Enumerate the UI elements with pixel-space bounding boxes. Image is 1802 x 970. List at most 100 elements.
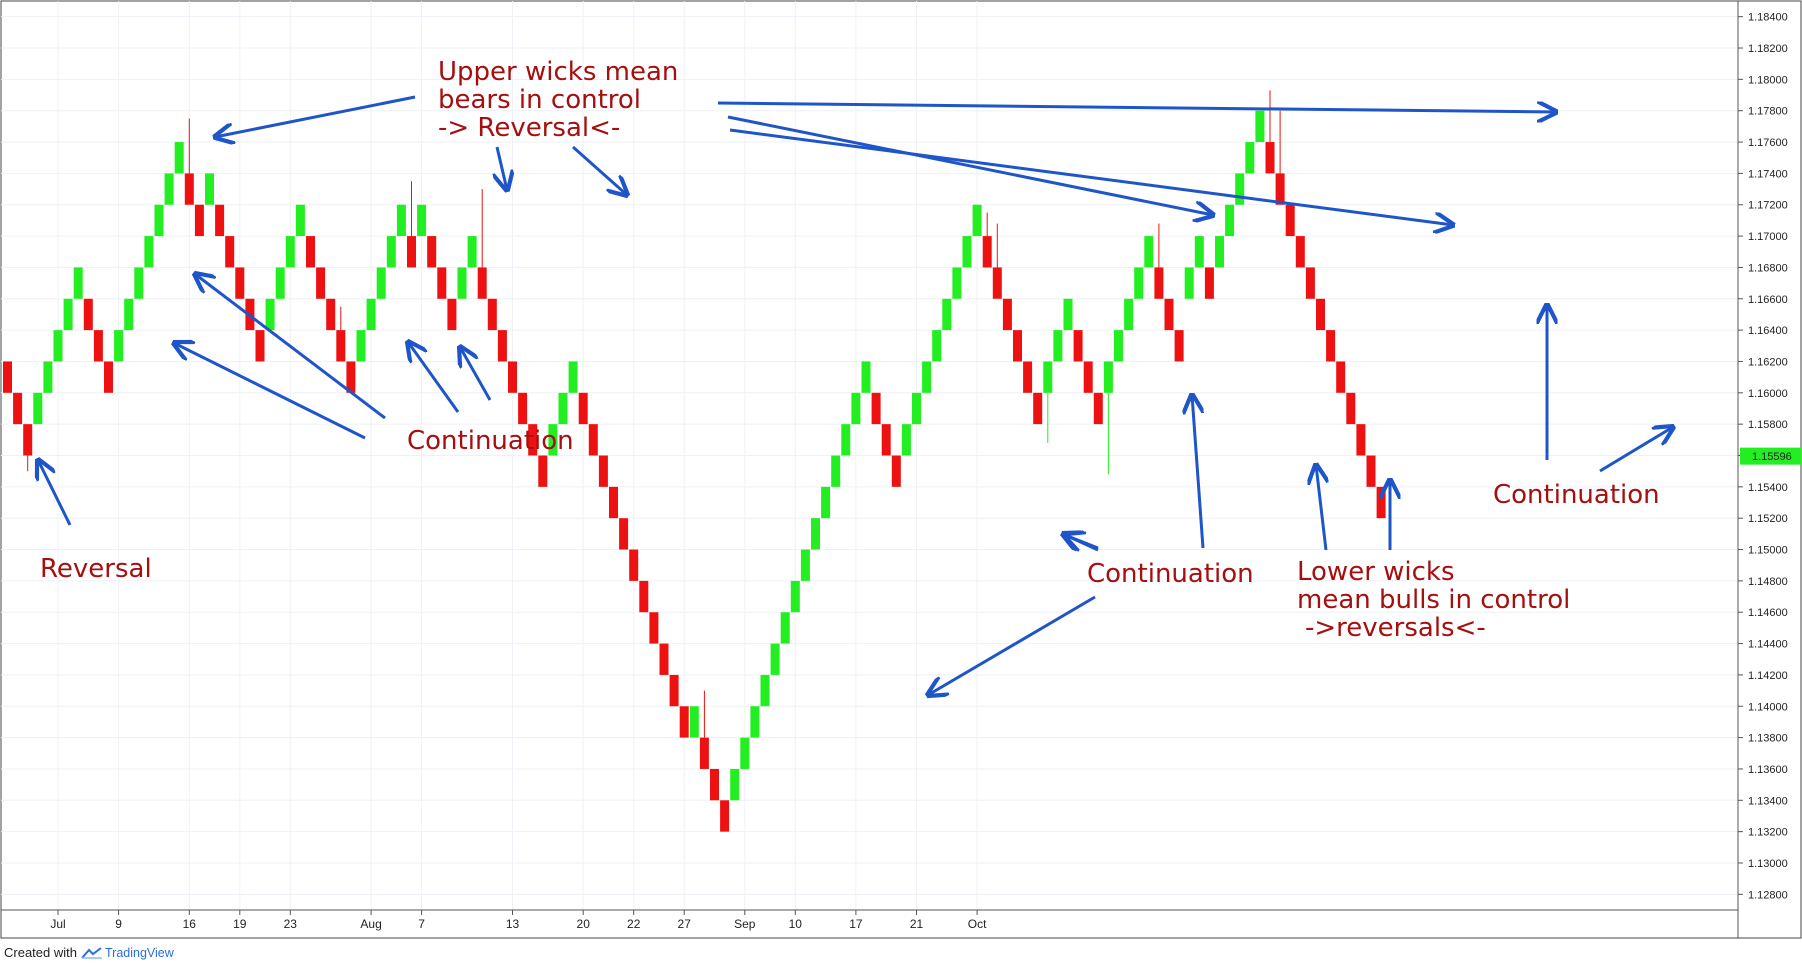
y-tick-label: 1.14000 [1748,701,1788,713]
brick-up [558,392,568,425]
brick-up [33,392,43,425]
annotation-upper-wicks-line1: Upper wicks mean [438,57,678,87]
brick-down [427,236,437,268]
brick-up [740,737,750,769]
y-tick-label: 1.16000 [1748,388,1788,400]
brick-up [790,580,800,613]
brick-up [962,236,972,268]
brick-down [588,424,598,456]
tradingview-link[interactable]: TradingView [81,946,174,960]
brick-down [1265,142,1275,174]
annotation-arrow [1316,465,1326,551]
brick-up [1063,298,1073,331]
annotation-arrow [717,103,1556,112]
y-tick-label: 1.15200 [1748,513,1788,525]
brick-down [1346,392,1356,425]
brick-up [1225,204,1235,237]
brick-down [871,392,881,425]
brick-up [912,392,921,425]
chart-frame [0,0,1802,939]
annotation-lower-wicks-line3: ->reversals<- [1305,613,1486,643]
brick-down [639,580,649,613]
brick-down [699,737,709,769]
annotation-arrow [729,128,1453,225]
brick-down [528,424,538,456]
brick-down [578,392,588,425]
brick-down [1275,173,1285,205]
brick-up [568,361,578,393]
footer-attribution: Created with TradingView [4,945,174,960]
brick-up [780,612,790,644]
brick-down [598,455,608,487]
brick-down [407,236,416,268]
tradingview-logo-icon [81,946,102,959]
annotation-arrow [174,343,366,440]
annotation-upper-wicks-line3: -> Reversal<- [438,113,620,143]
x-tick-label: 23 [284,917,298,931]
annotation-arrow [572,145,627,195]
brick-up [750,706,760,738]
x-tick-label: Oct [968,917,987,931]
x-tick-label: 10 [789,917,803,931]
brick-down [487,298,497,331]
brick-down [1174,330,1184,362]
brick-down [1093,392,1103,425]
renko-chart: 1.18400 1.18200 1.18000 1.17800 1.17600 1.174… [0,0,1802,939]
x-tick-label: 22 [627,917,641,931]
brick-down [1305,267,1315,299]
brick-up [164,173,174,205]
x-tick-label: Sep [734,917,756,931]
brick-up [386,236,396,268]
brick-down [649,612,659,644]
y-tick-label: 1.13800 [1748,733,1788,745]
brick-down [619,518,629,550]
price-axis: 1.18400 1.18200 1.18000 1.17800 1.17600 1.174… [1738,12,1788,901]
y-tick-label: 1.14200 [1748,670,1788,682]
brick-up [174,142,184,174]
brick-up [376,267,386,299]
annotation-arrow [195,274,386,420]
y-tick-label: 1.15800 [1748,419,1788,431]
annotation-arrow [1063,534,1099,550]
brick-down [1356,424,1366,456]
annotation-arrow [1192,395,1205,549]
brick-up [972,204,982,237]
brick-down [215,204,225,237]
x-tick-label: 20 [577,917,591,931]
brick-up [366,298,376,331]
brick-up [1255,110,1265,143]
y-tick-label: 1.13600 [1748,764,1788,776]
y-tick-label: 1.17800 [1748,106,1788,118]
brick-up [1053,330,1063,362]
brick-up [73,267,83,299]
brick-down [13,392,23,425]
annotation-arrow [928,595,1096,695]
brick-up [831,455,841,487]
brick-down [992,267,1002,299]
annotation-arrow [38,460,72,526]
brick-down [982,236,992,268]
brick-up [932,330,942,362]
brick-down [1295,236,1305,268]
x-tick-label: 16 [183,917,197,931]
brick-down [225,236,235,268]
brick-up [760,674,770,707]
brick-down [1033,392,1043,425]
last-price-badge [1740,447,1801,465]
brick-down [1002,298,1012,331]
brick-down [83,298,93,331]
x-tick-label: 13 [506,917,520,931]
y-tick-label: 1.17400 [1748,168,1788,180]
brick-down [710,768,719,801]
brick-up [265,298,275,331]
brick-down [477,267,487,299]
brick-down [326,298,336,331]
brick-down [1164,298,1174,331]
brick-up [1134,267,1144,299]
annotation-lower-wicks-line1: Lower wicks [1297,557,1455,587]
y-tick-label: 1.14400 [1748,639,1788,651]
y-tick-label: 1.17600 [1748,137,1788,149]
annotation-arrows [38,95,1673,695]
y-tick-label: 1.18000 [1748,74,1788,86]
brick-down [255,330,265,362]
